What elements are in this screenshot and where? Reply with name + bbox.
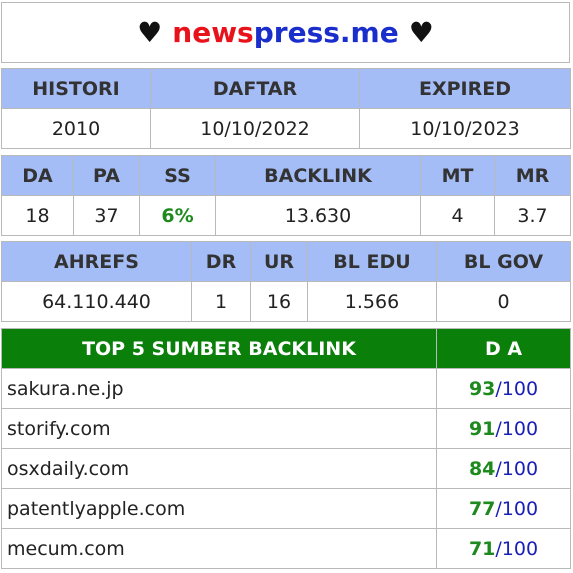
source-name: osxdaily.com <box>1 448 437 489</box>
mt-header: MT <box>420 155 495 196</box>
ahrefs-header: AHREFS <box>1 241 192 282</box>
mr-value: 3.7 <box>494 195 571 236</box>
source-da: 71/100 <box>436 528 571 569</box>
daftar-header: DAFTAR <box>150 68 360 109</box>
dr-header: DR <box>191 241 251 282</box>
source-name: patentlyapple.com <box>1 488 437 529</box>
ahrefs-table: AHREFS DR UR BL EDU BL GOV 64.110.440 1 … <box>1 241 571 322</box>
backlink-header: BACKLINK <box>215 155 421 196</box>
ss-header: SS <box>139 155 216 196</box>
table-row: storify.com 91/100 <box>1 408 571 449</box>
bl-gov-header: BL GOV <box>436 241 571 282</box>
table-row: osxdaily.com 84/100 <box>1 448 571 489</box>
source-name: storify.com <box>1 408 437 449</box>
bl-gov-value: 0 <box>436 281 571 322</box>
backlink-value: 13.630 <box>215 195 421 236</box>
info-table: HISTORI DAFTAR EXPIRED 2010 10/10/2022 1… <box>1 68 571 149</box>
source-name: mecum.com <box>1 528 437 569</box>
table-row: mecum.com 71/100 <box>1 528 571 569</box>
da-column-header: D A <box>436 328 571 369</box>
dr-value: 1 <box>191 281 251 322</box>
expired-header: EXPIRED <box>359 68 571 109</box>
histori-value: 2010 <box>1 108 151 149</box>
bl-edu-header: BL EDU <box>307 241 437 282</box>
ur-value: 16 <box>250 281 308 322</box>
metrics-table: DA PA SS BACKLINK MT MR 18 37 6% 13.630 … <box>1 155 571 236</box>
mt-value: 4 <box>420 195 495 236</box>
domain-part-tld: .me <box>339 16 399 49</box>
source-da: 77/100 <box>436 488 571 529</box>
top-sources-table: TOP 5 SUMBER BACKLINK D A sakura.ne.jp 9… <box>1 328 571 569</box>
source-name: sakura.ne.jp <box>1 368 437 409</box>
mr-header: MR <box>494 155 571 196</box>
bl-edu-value: 1.566 <box>307 281 437 322</box>
site-title: ♥ newspress.me ♥ <box>1 2 570 63</box>
expired-value: 10/10/2023 <box>359 108 571 149</box>
da-header: DA <box>1 155 74 196</box>
site-domain: newspress.me <box>172 16 398 49</box>
table-row: sakura.ne.jp 93/100 <box>1 368 571 409</box>
ss-value: 6% <box>139 195 216 236</box>
top-sources-title: TOP 5 SUMBER BACKLINK <box>1 328 437 369</box>
daftar-value: 10/10/2022 <box>150 108 360 149</box>
source-da: 93/100 <box>436 368 571 409</box>
histori-header: HISTORI <box>1 68 151 109</box>
da-value: 18 <box>1 195 74 236</box>
pa-value: 37 <box>73 195 140 236</box>
pa-header: PA <box>73 155 140 196</box>
ahrefs-value: 64.110.440 <box>1 281 192 322</box>
source-da: 91/100 <box>436 408 571 449</box>
domain-part-news: news <box>172 16 254 49</box>
heart-icon: ♥ <box>137 16 163 49</box>
domain-part-press: press <box>253 16 340 49</box>
heart-icon: ♥ <box>408 16 434 49</box>
ur-header: UR <box>250 241 308 282</box>
table-row: patentlyapple.com 77/100 <box>1 488 571 529</box>
source-da: 84/100 <box>436 448 571 489</box>
